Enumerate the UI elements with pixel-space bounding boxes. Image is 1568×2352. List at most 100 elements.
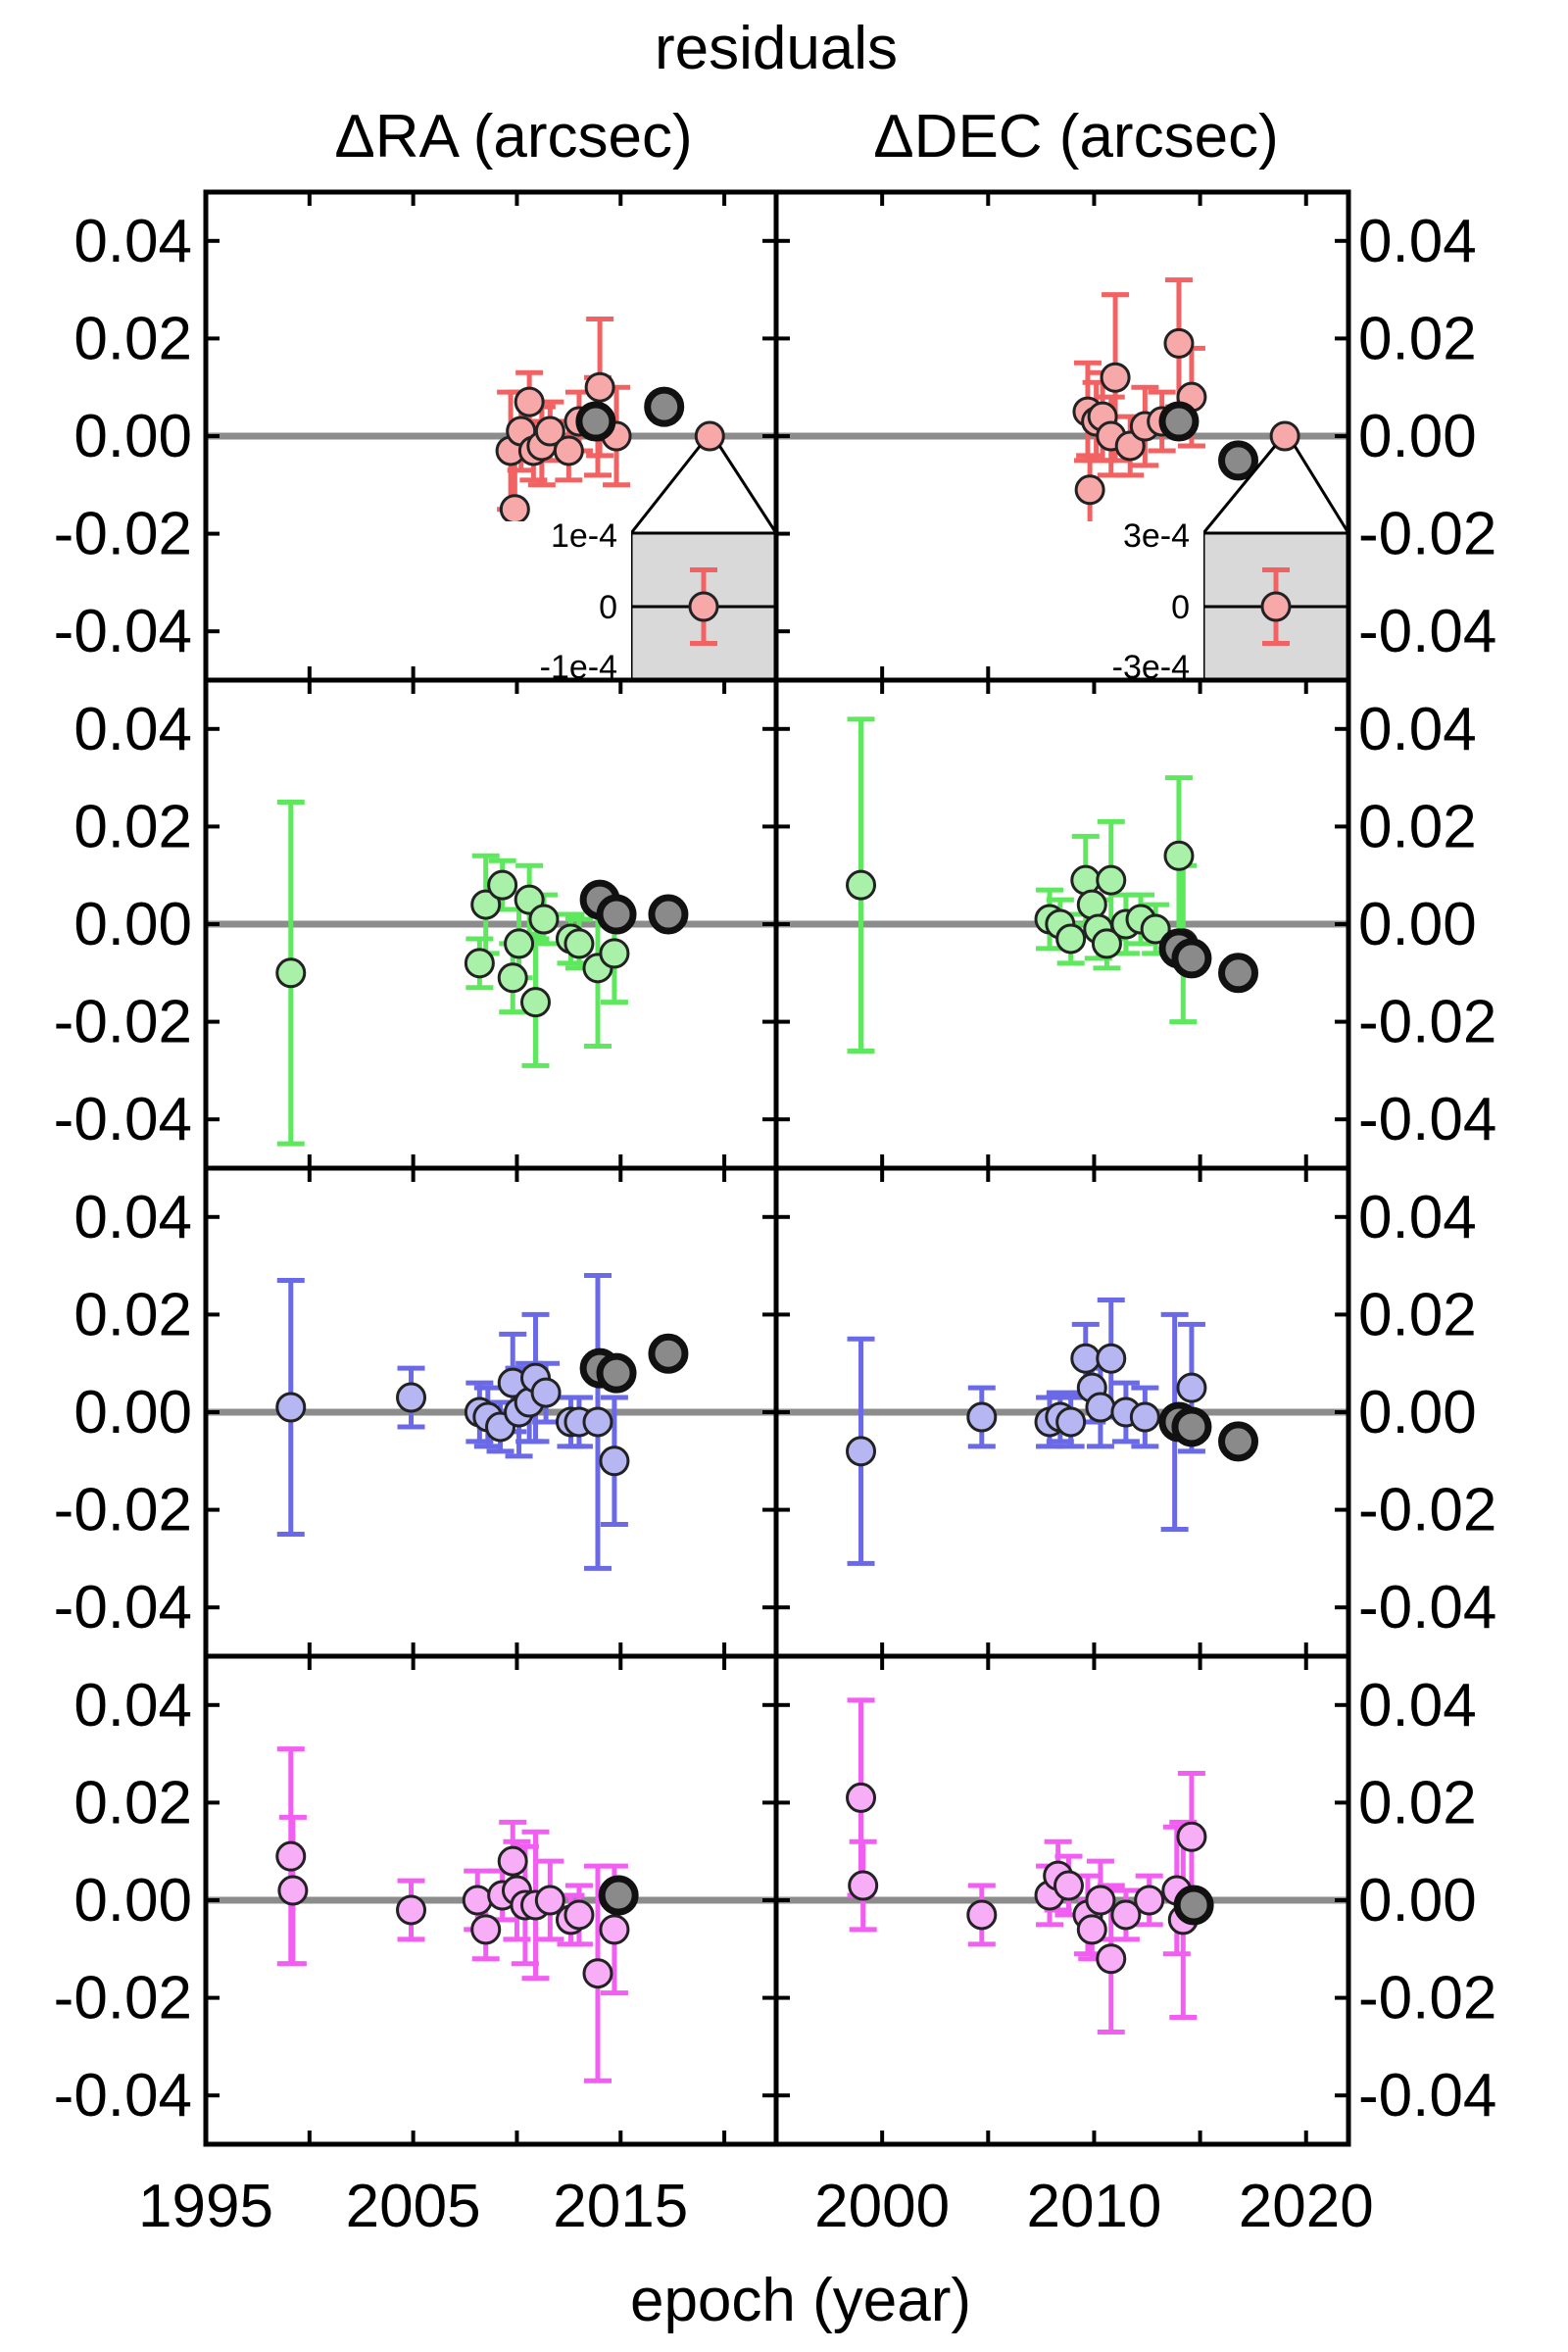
inset-data-point bbox=[688, 591, 719, 622]
y-tick-label: 0.02 bbox=[1358, 1769, 1477, 1837]
y-tick-label: 0.00 bbox=[1358, 1867, 1477, 1935]
data-point bbox=[1100, 362, 1131, 393]
panel-row3-RA: -0.04 -0.02 0.00 0.02 0.04 bbox=[54, 1165, 779, 1659]
gray-point bbox=[1173, 1885, 1214, 1926]
y-tick-label: -0.04 bbox=[54, 598, 192, 665]
y-tick-label: -0.04 bbox=[1358, 598, 1496, 665]
y-tick-label: 0.04 bbox=[1358, 1672, 1477, 1740]
inset-tick-label: 1e-4 bbox=[551, 517, 617, 555]
y-tick-label: -0.04 bbox=[54, 2062, 192, 2130]
data-point bbox=[462, 1885, 493, 1916]
y-tick-label: -0.02 bbox=[1358, 1477, 1496, 1544]
inset-tick-label: 3e-4 bbox=[1123, 517, 1190, 555]
gray-point bbox=[1218, 440, 1259, 481]
data-point bbox=[396, 1894, 427, 1926]
data-point bbox=[848, 1870, 879, 1901]
x-tick-label: 1995 bbox=[138, 2173, 273, 2240]
inset-label-background bbox=[494, 521, 631, 680]
data-point bbox=[1269, 420, 1300, 452]
data-point bbox=[497, 1845, 528, 1877]
data-point bbox=[1110, 1899, 1142, 1931]
gray-point bbox=[648, 894, 689, 935]
inset: 1e-40-1e-4 bbox=[494, 420, 778, 686]
data-point bbox=[497, 962, 528, 994]
data-point bbox=[1134, 1885, 1165, 1916]
gray-point bbox=[644, 386, 685, 427]
y-tick-label: -0.02 bbox=[1358, 501, 1496, 568]
inset-connector bbox=[629, 445, 702, 534]
y-tick-label: -0.04 bbox=[1358, 1574, 1496, 1642]
data-point bbox=[564, 1899, 595, 1931]
y-tick-label: 0.00 bbox=[74, 1379, 192, 1446]
y-tick-label: -0.02 bbox=[54, 501, 192, 568]
inset-connector bbox=[718, 445, 778, 534]
data-point bbox=[1055, 923, 1087, 955]
data-point bbox=[1140, 913, 1171, 945]
data-point bbox=[1176, 1372, 1207, 1403]
y-tick-label: -0.02 bbox=[54, 1477, 192, 1544]
data-point bbox=[528, 904, 560, 935]
column-title-ra: ΔRA (arcsec) bbox=[334, 103, 692, 171]
panel-frame bbox=[773, 1653, 1351, 2147]
data-point bbox=[277, 1875, 309, 1906]
y-tick-label: -0.04 bbox=[1358, 1086, 1496, 1153]
data-point bbox=[966, 1401, 998, 1433]
data-point bbox=[514, 386, 545, 417]
data-point bbox=[1070, 1343, 1102, 1374]
data-point bbox=[599, 1446, 630, 1477]
data-point bbox=[464, 948, 495, 979]
data-point bbox=[1076, 1914, 1107, 1945]
x-tick-label: 2010 bbox=[1026, 2173, 1161, 2240]
y-tick-label: -0.04 bbox=[1358, 2062, 1496, 2130]
gray-point bbox=[596, 894, 637, 935]
y-tick-label: 0.04 bbox=[1358, 1184, 1477, 1251]
gray-point bbox=[648, 1333, 689, 1374]
y-tick-label: 0.02 bbox=[1358, 305, 1477, 372]
y-tick-label: 0.04 bbox=[74, 1184, 192, 1251]
x-tick-label: 2005 bbox=[346, 2173, 481, 2240]
data-point bbox=[1055, 1406, 1087, 1438]
data-point bbox=[534, 1885, 565, 1916]
panel-row2-RA: -0.04 -0.02 0.00 0.02 0.04 bbox=[54, 677, 779, 1171]
y-tick-label: 0.02 bbox=[1358, 793, 1477, 860]
data-point bbox=[1163, 840, 1195, 871]
data-point bbox=[1176, 1821, 1207, 1852]
y-tick-label: 0.02 bbox=[74, 793, 192, 860]
data-point bbox=[582, 1406, 613, 1438]
y-tick-label: 0.04 bbox=[1358, 696, 1477, 763]
inset-connector bbox=[1201, 445, 1277, 534]
y-tick-label: 0.04 bbox=[74, 208, 192, 275]
y-tick-label: 0.04 bbox=[1358, 208, 1477, 275]
x-tick-label: 2015 bbox=[553, 2173, 688, 2240]
y-tick-label: 0.04 bbox=[74, 696, 192, 763]
data-point bbox=[1163, 327, 1195, 359]
data-point bbox=[530, 1377, 562, 1408]
data-point bbox=[846, 869, 877, 901]
y-tick-label: 0.02 bbox=[74, 305, 192, 372]
y-tick-label: 0.00 bbox=[1358, 1379, 1477, 1446]
y-tick-label: 0.02 bbox=[74, 1769, 192, 1837]
x-tick-label: 2020 bbox=[1239, 2173, 1374, 2240]
gray-point bbox=[1218, 1421, 1259, 1462]
x-axis-label: epoch (year) bbox=[630, 2267, 971, 2334]
data-point bbox=[1074, 474, 1105, 506]
data-point bbox=[487, 869, 518, 901]
y-tick-label: -0.02 bbox=[54, 989, 192, 1056]
data-point bbox=[553, 435, 584, 466]
data-point bbox=[275, 1840, 307, 1872]
data-point bbox=[1096, 864, 1127, 896]
x-tick-label: 2000 bbox=[814, 2173, 950, 2240]
gray-point bbox=[1218, 953, 1259, 994]
y-tick-label: 0.00 bbox=[74, 1867, 192, 1935]
panel-row2-DEC: -0.04 -0.02 0.00 0.02 0.04 bbox=[773, 677, 1496, 1171]
gray-point bbox=[1171, 1406, 1212, 1447]
y-tick-label: 0.02 bbox=[1358, 1281, 1477, 1348]
y-tick-label: -0.04 bbox=[54, 1086, 192, 1153]
panel-row3-DEC: -0.04 -0.02 0.00 0.02 0.04 bbox=[773, 1165, 1496, 1659]
data-point bbox=[599, 938, 630, 969]
inset-tick-label: 0 bbox=[1171, 589, 1190, 626]
data-point bbox=[1091, 928, 1122, 959]
data-point bbox=[1053, 1870, 1084, 1901]
